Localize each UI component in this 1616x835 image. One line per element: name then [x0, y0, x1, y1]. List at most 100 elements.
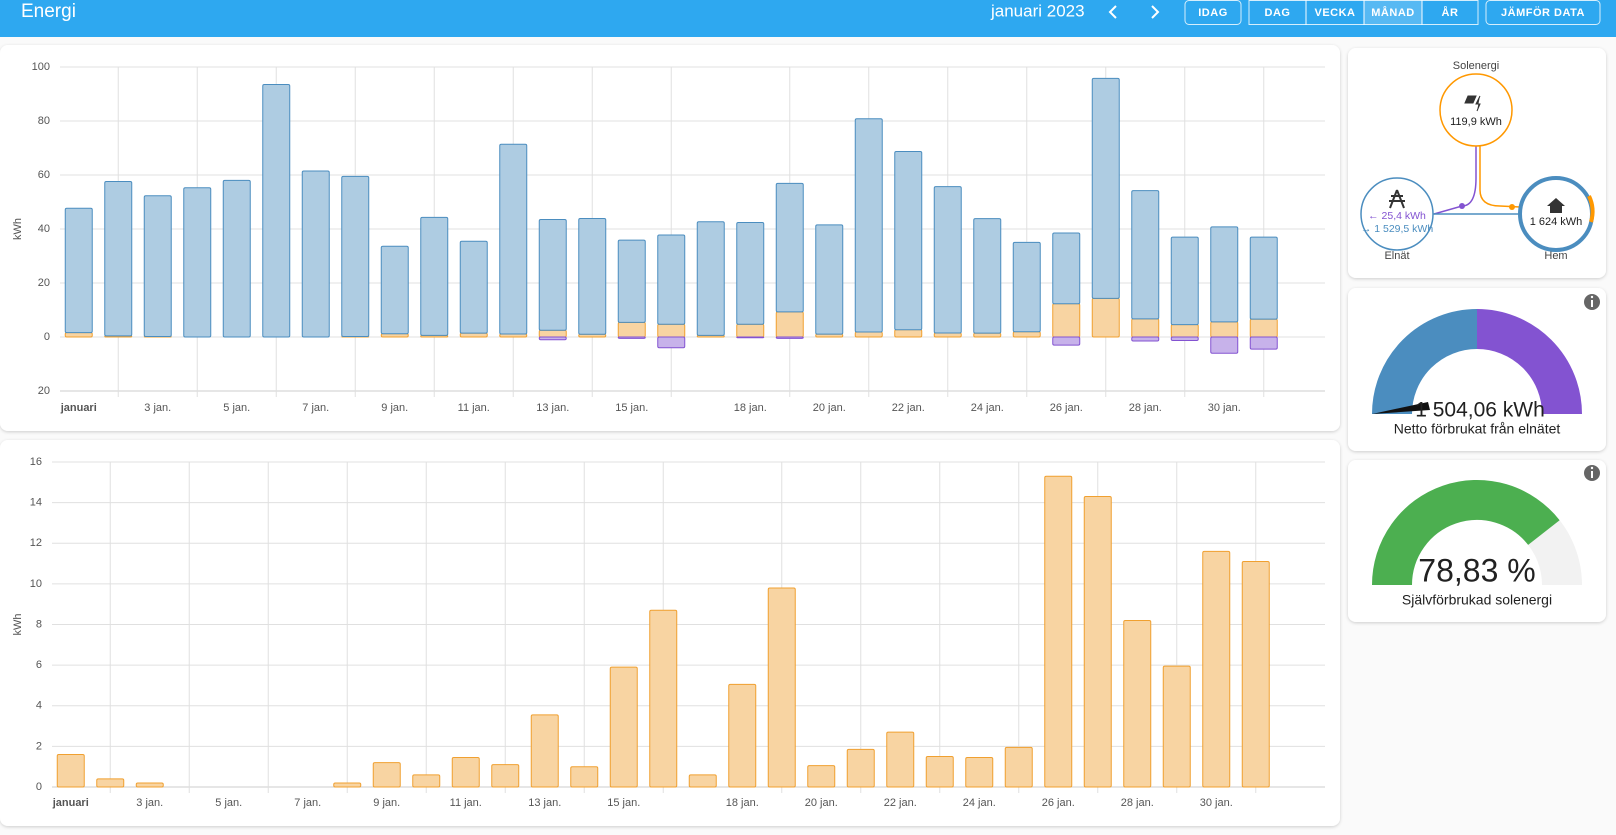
- x-tick-label: 11 jan.: [450, 797, 482, 809]
- bar: [1170, 236, 1199, 326]
- bar: [1131, 190, 1160, 320]
- bar: [262, 84, 291, 338]
- bar: [56, 754, 85, 788]
- top-bar: [0, 0, 1616, 37]
- x-tick-label: 13 jan.: [528, 797, 561, 809]
- bar: [333, 782, 362, 788]
- bar: [570, 766, 599, 788]
- page-title: Energi: [21, 1, 76, 22]
- x-tick-label: 22 jan.: [892, 402, 925, 414]
- bar: [657, 323, 686, 338]
- gauge-needle: [1372, 402, 1430, 414]
- grid-return: ← 25,4 kWh: [1368, 210, 1426, 222]
- solar-value: 119,9 kWh: [1450, 116, 1502, 128]
- gauge-value-arc: [1372, 480, 1560, 586]
- x-tick-label: 30 jan.: [1200, 797, 1233, 809]
- bar: [767, 587, 796, 788]
- gauge-value: 1 504,06 kWh: [1415, 399, 1545, 422]
- bar: [886, 731, 915, 788]
- bar: [617, 239, 646, 323]
- bar: [451, 757, 480, 788]
- button[interactable]: [1421, 0, 1479, 25]
- solar-node[interactable]: [1439, 73, 1513, 147]
- grid-node[interactable]: [1360, 177, 1434, 251]
- bar: [578, 217, 607, 335]
- x-tick-label: 18 jan.: [734, 402, 767, 414]
- x-tick-label: 28 jan.: [1121, 797, 1154, 809]
- bar: [854, 331, 883, 338]
- y-tick-label: 60: [38, 169, 50, 181]
- gauge-title: Netto förbrukat från elnätet: [1394, 421, 1561, 437]
- bar: [965, 757, 994, 788]
- y-tick-label: 4: [36, 700, 42, 712]
- info-icon[interactable]: [1584, 294, 1600, 310]
- x-tick-label: 28 jan.: [1129, 402, 1162, 414]
- button-label: DAG: [1265, 7, 1291, 19]
- x-tick-label: 7 jan.: [302, 402, 329, 414]
- flow-dot: [1459, 203, 1465, 209]
- bar: [736, 336, 765, 339]
- prev-button[interactable]: [1108, 5, 1117, 19]
- button[interactable]: [1184, 0, 1242, 25]
- bar: [775, 311, 804, 338]
- x-tick-label: 9 jan.: [373, 797, 400, 809]
- button[interactable]: [1485, 0, 1601, 25]
- bar: [64, 207, 93, 334]
- button-label: ÅR: [1442, 6, 1459, 19]
- y-tick-label: 8: [36, 618, 42, 630]
- bar: [1091, 77, 1120, 299]
- bar: [538, 336, 567, 341]
- y-tick-label: 14: [30, 497, 42, 509]
- x-tick-label: 26 jan.: [1042, 797, 1075, 809]
- gauge-title: Självförbrukad solenergi: [1402, 592, 1552, 608]
- bar: [530, 714, 559, 788]
- bar: [491, 764, 520, 788]
- x-tick-label: 26 jan.: [1050, 402, 1083, 414]
- bar: [341, 175, 370, 337]
- bar: [1012, 241, 1041, 333]
- bar: [1249, 236, 1278, 320]
- bar: [1052, 336, 1081, 346]
- x-tick-label: 13 jan.: [536, 402, 569, 414]
- bar: [1052, 232, 1081, 305]
- bar: [696, 221, 725, 336]
- bar: [925, 756, 954, 788]
- bar: [1091, 297, 1120, 338]
- x-tick-label: 9 jan.: [381, 402, 408, 414]
- bar: [617, 321, 646, 338]
- bar: [380, 245, 409, 335]
- bar: [854, 118, 883, 333]
- gauge-arc: [1372, 309, 1478, 415]
- bar: [1241, 561, 1270, 788]
- button-label: MÅNAD: [1371, 6, 1414, 19]
- bar: [104, 180, 133, 337]
- bar: [499, 143, 528, 335]
- y-tick-label: 20: [38, 385, 50, 397]
- flow-line: [1479, 146, 1521, 208]
- bar: [1202, 550, 1231, 788]
- bar: [412, 774, 441, 788]
- bar: [1131, 318, 1160, 338]
- x-tick-label: januari: [52, 797, 89, 809]
- home-node[interactable]: [1518, 176, 1594, 252]
- bar: [1162, 665, 1191, 788]
- bar: [846, 748, 875, 788]
- x-tick-label: 24 jan.: [971, 402, 1004, 414]
- next-button[interactable]: [1151, 5, 1160, 19]
- y-tick-label: 40: [38, 223, 50, 235]
- bar: [538, 329, 567, 338]
- x-tick-label: 3 jan.: [136, 797, 163, 809]
- bar: [736, 323, 765, 338]
- bar: [973, 218, 1002, 334]
- bar: [894, 151, 923, 331]
- bar: [1210, 226, 1239, 323]
- grid-import: → 1 529,5 kWh: [1361, 223, 1434, 235]
- x-tick-label: januari: [60, 402, 97, 414]
- bar: [1052, 303, 1081, 338]
- y-axis-label: kWh: [12, 614, 24, 636]
- x-tick-label: 15 jan.: [607, 797, 640, 809]
- info-icon[interactable]: [1584, 465, 1600, 481]
- solar-label: Solenergi: [1453, 60, 1499, 72]
- bar: [135, 782, 164, 788]
